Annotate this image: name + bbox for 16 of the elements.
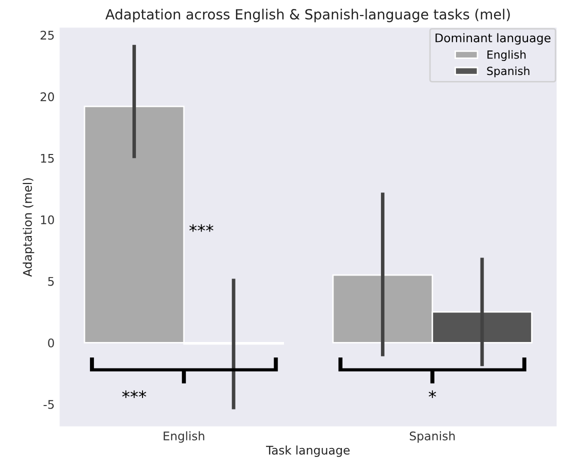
y-tick-label: 25 (40, 30, 54, 40)
annotation: *** (122, 390, 146, 398)
legend-label: English (487, 50, 526, 61)
y-axis-title: Adaptation (mel) (22, 178, 34, 277)
y-tick-label: 15 (41, 154, 54, 163)
y-tick-label: 5 (48, 277, 54, 286)
y-tick-label: 0 (48, 338, 54, 348)
x-axis-title: Task language (266, 445, 350, 457)
annotation: * (428, 390, 436, 398)
legend-title: Dominant language (436, 33, 550, 45)
y-tick-label: 10 (41, 215, 54, 224)
chart-title: Adaptation across English & Spanish-language tasks (mel) (105, 8, 510, 22)
y-tick-label: -5 (44, 400, 54, 409)
legend-label: Spanish (487, 66, 530, 78)
y-tick-label: 20 (40, 92, 54, 102)
annotation: *** (189, 224, 214, 232)
